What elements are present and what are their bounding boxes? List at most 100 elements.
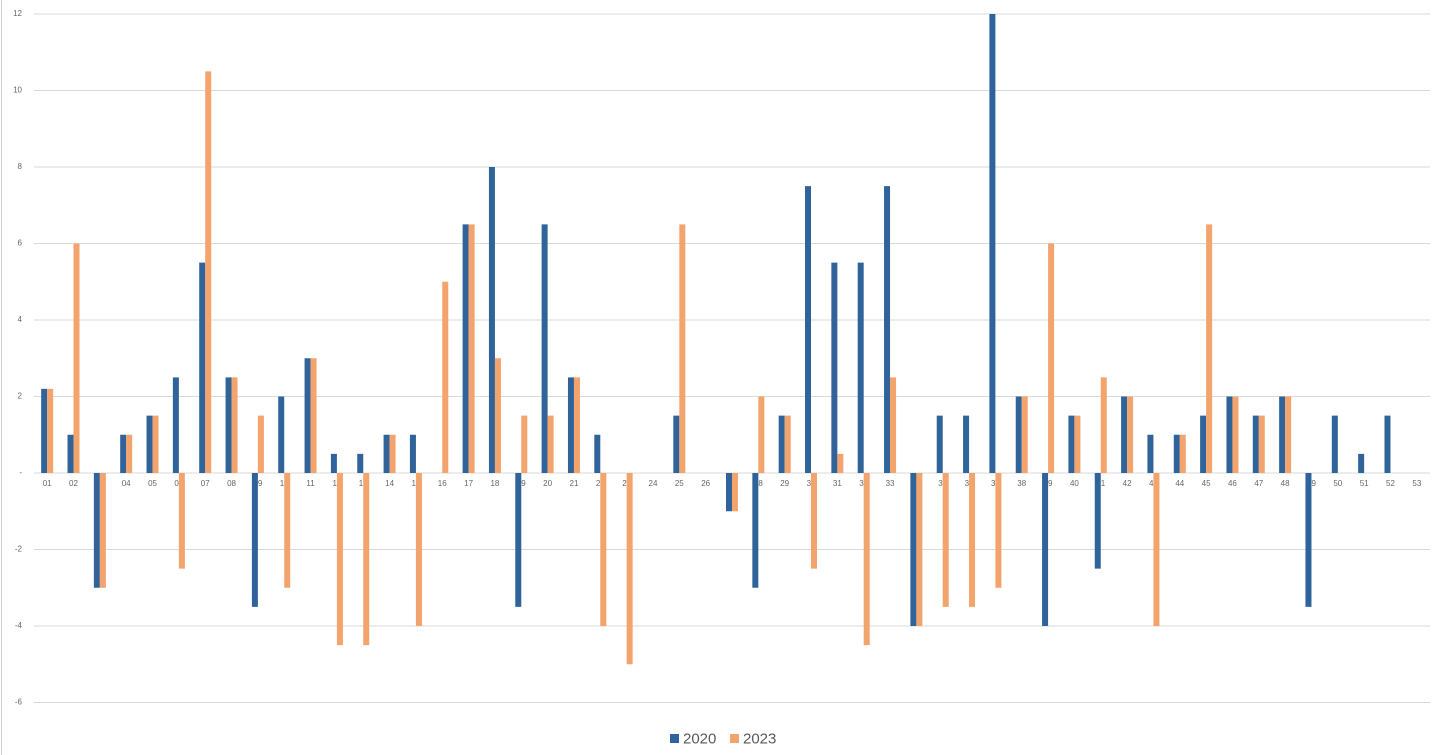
x-tick-label: 42 [1123,479,1132,488]
bar [863,473,870,646]
x-tick-label: 09 [253,479,262,488]
bar [752,473,759,588]
bar [626,473,633,665]
bar [1200,415,1207,473]
bar [1100,377,1107,473]
x-tick-label: 53 [1412,479,1421,488]
bar [1179,434,1186,473]
bar [995,473,1002,588]
bar [573,377,580,473]
bar [284,473,291,588]
bar [1206,224,1213,473]
bar [1331,415,1338,473]
bar [1127,396,1134,473]
bar [389,434,396,473]
bar [257,415,264,473]
bar [594,434,601,473]
bar [73,243,80,473]
x-tick-label: 52 [1386,479,1395,488]
x-tick-label: 44 [1175,479,1184,488]
bar [890,377,897,473]
x-tick-label: 51 [1360,479,1369,488]
bar [468,224,475,473]
bar [225,377,232,473]
y-tick-label: 2 [18,392,23,401]
bar [778,415,785,473]
x-tick-label: 49 [1307,479,1316,488]
bar [831,262,838,473]
y-tick-label: -6 [15,698,23,707]
bar [1042,473,1049,626]
x-tick-label: 25 [675,479,684,488]
bar [357,453,364,473]
y-tick-label: 10 [13,86,22,95]
x-tick-label: 31 [833,479,842,488]
bar [442,281,449,473]
x-tick-label: 16 [438,479,447,488]
bar [673,415,680,473]
bar [1121,396,1128,473]
x-tick-label: 33 [886,479,895,488]
bar [942,473,949,607]
bar [679,224,686,473]
x-tick-label: 17 [464,479,473,488]
bar [758,396,765,473]
bar [910,473,917,626]
x-tick-label: 08 [227,479,236,488]
x-tick-label: 48 [1281,479,1290,488]
y-tick-label: 8 [18,162,23,171]
bar [784,415,791,473]
bar [1252,415,1259,473]
bar [521,415,528,473]
bar [93,473,100,588]
bar [916,473,923,626]
y-tick-label: - [19,468,22,477]
bar [936,415,943,473]
bar [1094,473,1101,569]
bar [837,453,844,473]
bar [383,434,390,473]
bar [1226,396,1233,473]
x-tick-label: 11 [306,479,315,488]
y-tick-label: 6 [18,239,23,248]
bar [1048,243,1055,473]
y-tick-label: -4 [15,621,23,630]
bar [547,415,554,473]
bar [99,473,106,588]
bar [515,473,522,607]
bar [1232,396,1239,473]
x-tick-label: 38 [1017,479,1026,488]
bar [415,473,422,626]
x-tick-label: 14 [385,479,394,488]
bar [462,224,469,473]
bar [567,377,574,473]
y-tick-label: -2 [15,545,23,554]
bar [541,224,548,473]
x-tick-label: 40 [1070,479,1079,488]
x-tick-label: 50 [1333,479,1342,488]
x-tick-label: 05 [148,479,157,488]
bar [278,396,285,473]
bar [1015,396,1022,473]
x-tick-label: 41 [1096,479,1105,488]
x-tick-label: 47 [1254,479,1263,488]
bar [41,388,48,473]
bar [1153,473,1160,626]
bar [811,473,818,569]
bar [199,262,206,473]
x-tick-label: 46 [1228,479,1237,488]
bar [47,388,54,473]
x-tick-label: 02 [69,479,78,488]
bar [126,434,133,473]
bar [251,473,258,607]
bar [1384,415,1391,473]
x-tick-label: 21 [570,479,579,488]
x-tick-label: 20 [543,479,552,488]
bar [1358,453,1365,473]
bar [1279,396,1286,473]
bar [494,358,501,473]
bar [1068,415,1075,473]
bar [152,415,159,473]
bar [1074,415,1081,473]
